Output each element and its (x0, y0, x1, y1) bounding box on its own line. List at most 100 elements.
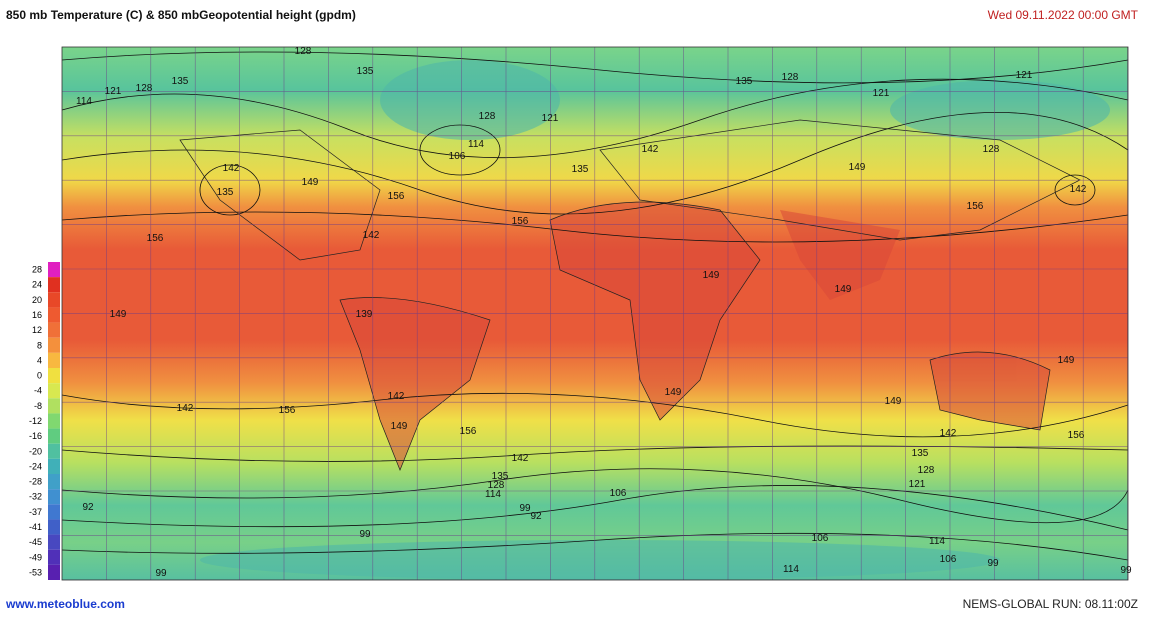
legend-label: 28 (32, 265, 42, 275)
legend-swatch (48, 534, 60, 550)
contour-label: 149 (885, 396, 902, 407)
legend-swatch (48, 337, 60, 353)
map-svg: 2824201612840-4-8-12-16-20-24-28-32-37-4… (29, 46, 1132, 581)
contour-label: 149 (703, 270, 720, 281)
legend-label: 16 (32, 310, 42, 320)
legend-label: -4 (34, 386, 42, 396)
legend-label: 8 (37, 340, 42, 350)
contour-label: 142 (223, 163, 240, 174)
contour-label: 156 (147, 233, 164, 244)
legend-label: 24 (32, 280, 42, 290)
contour-label: 135 (357, 66, 374, 77)
contour-label: 128 (295, 46, 312, 57)
contour-label: 149 (835, 284, 852, 295)
contour-label: 106 (940, 554, 957, 565)
legend-swatch (48, 322, 60, 338)
legend-swatch (48, 413, 60, 429)
legend-label: -16 (29, 431, 42, 441)
legend-label: 0 (37, 371, 42, 381)
contour-label: 142 (388, 391, 405, 402)
contour-label: 142 (363, 230, 380, 241)
legend-swatch (48, 549, 60, 565)
contour-label: 121 (542, 113, 559, 124)
contour-label: 142 (642, 144, 659, 155)
contour-label: 156 (460, 426, 477, 437)
legend-swatch (48, 474, 60, 490)
legend-swatch (48, 352, 60, 368)
site-link[interactable]: www.meteoblue.com (6, 597, 125, 611)
contour-label: 149 (391, 421, 408, 432)
landmasses (340, 202, 1050, 470)
contour-label: 99 (519, 503, 531, 514)
contour-label: 128 (918, 465, 935, 476)
color-legend: 28 24 20 16 12 8 4 0 -4 -8 -12 -16 -20 -24 -28 -32 -37 -4… (29, 262, 60, 580)
legend-label: -49 (29, 552, 42, 562)
legend-label: 20 (32, 295, 42, 305)
legend-label: -41 (29, 522, 42, 532)
legend-label: -53 (29, 567, 42, 577)
contour-label: 135 (172, 76, 189, 87)
contour-label: 135 (572, 164, 589, 175)
legend-swatch (48, 307, 60, 323)
contour-label: 114 (468, 139, 484, 150)
contour-label: 142 (940, 428, 957, 439)
contour-label: 121 (1016, 70, 1033, 81)
contour-label: 156 (1068, 430, 1085, 441)
legend-swatch (48, 564, 60, 580)
contour-label: 99 (359, 529, 371, 540)
contour-label: 135 (736, 76, 753, 87)
contour-label: 149 (665, 387, 682, 398)
legend-swatch (48, 368, 60, 384)
legend-swatch (48, 398, 60, 414)
contour-label: 99 (155, 568, 167, 579)
contour-label: 135 (217, 187, 234, 198)
legend-label: -32 (29, 492, 42, 502)
contour-label: 114 (929, 536, 945, 547)
legend-swatch (48, 489, 60, 505)
contour-label: 149 (1058, 355, 1075, 366)
legend-label: -8 (34, 401, 42, 411)
legend-label: -37 (29, 507, 42, 517)
contour-label: 106 (449, 151, 466, 162)
map-frame (61, 46, 1129, 581)
cold-regions (200, 60, 1110, 580)
map-date: Wed 09.11.2022 00:00 GMT (987, 8, 1138, 22)
legend-swatch (48, 504, 60, 520)
contour-label: 149 (110, 309, 127, 320)
legend-swatch (48, 292, 60, 308)
contour-label: 142 (512, 453, 529, 464)
legend-label: 12 (32, 325, 42, 335)
contour-label: 99 (1120, 565, 1132, 576)
coastlines (179, 119, 1081, 471)
legend-label: -20 (29, 446, 42, 456)
legend-swatch (48, 383, 60, 399)
contour-label: 121 (909, 479, 926, 490)
contour-label: 128 (479, 111, 496, 122)
legend-swatch (48, 443, 60, 459)
legend-label: 4 (37, 355, 42, 365)
contour-label: 128 (983, 144, 1000, 155)
legend-swatch (48, 458, 60, 474)
legend-swatch (48, 262, 60, 278)
contour-label: 92 (82, 502, 94, 513)
contour-label: 99 (987, 558, 999, 569)
contour-label: 128 (488, 480, 505, 491)
legend-swatch (48, 428, 60, 444)
contour-label: 114 (76, 96, 92, 107)
contour-label: 149 (302, 177, 319, 188)
legend-label: -45 (29, 537, 42, 547)
legend-swatch (48, 519, 60, 535)
contour-label: 106 (610, 488, 627, 499)
contour-label: 92 (530, 511, 542, 522)
contour-label: 106 (812, 533, 829, 544)
contour-label: 142 (177, 403, 194, 414)
contour-label: 142 (1070, 184, 1087, 195)
legend-swatch (48, 277, 60, 293)
legend-label: -28 (29, 477, 42, 487)
contour-label: 139 (356, 309, 373, 320)
contour-label: 128 (136, 83, 153, 94)
contour-label: 114 (485, 489, 501, 500)
contour-lines (61, 51, 1129, 561)
